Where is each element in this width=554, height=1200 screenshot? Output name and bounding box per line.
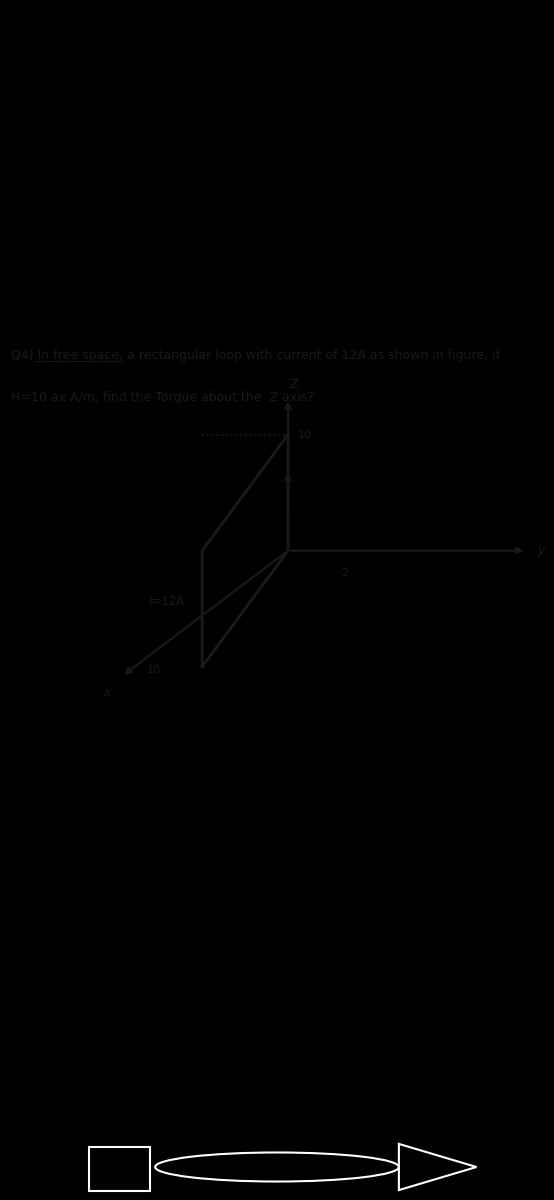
- Text: Q4) I̲n̲ ̲f̲r̲e̲e̲ ̲s̲p̲a̲c̲e̲,̲ a rectangular loop with current of 12A as shown: Q4) I̲n̲ ̲f̲r̲e̲e̲ ̲s̲p̲a̲c̲e̲,̲ a recta…: [11, 349, 500, 362]
- Text: y: y: [537, 544, 545, 557]
- Text: x: x: [104, 685, 111, 698]
- Text: 10: 10: [298, 430, 312, 439]
- Text: H=10 ax A/m, find the Torque about the  Z axis?: H=10 ax A/m, find the Torque about the Z…: [11, 391, 314, 404]
- Text: 2: 2: [341, 568, 348, 577]
- Text: Z: Z: [289, 378, 298, 391]
- Text: I=12A: I=12A: [150, 594, 186, 607]
- Text: 10: 10: [147, 665, 161, 674]
